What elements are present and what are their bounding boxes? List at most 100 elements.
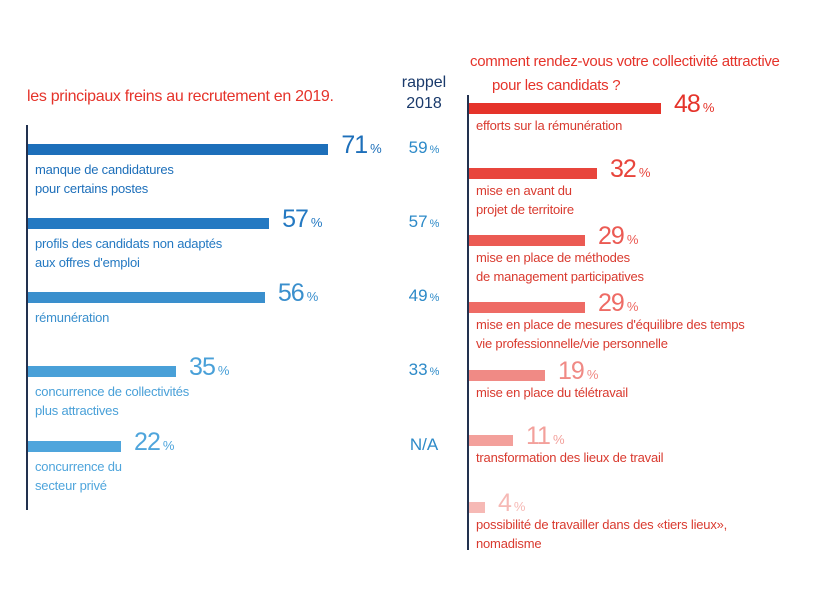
- right-bar-label-4-line-2: vie professionnelle/vie personnelle: [476, 336, 668, 351]
- right-bar-value-2-percent-sign: %: [638, 165, 651, 180]
- right-bar-3: [469, 235, 585, 246]
- right-bar-label-5-line-1: mise en place du télétravail: [476, 385, 628, 400]
- right-bar-7: [469, 502, 485, 513]
- right-bar-value-7-number: 4: [498, 489, 512, 517]
- left-bar-4: [28, 366, 177, 377]
- left-bar-value-2: 57%: [282, 207, 322, 235]
- left-bar-value-2-percent-sign: %: [310, 215, 323, 230]
- recall-2018-value-1-number: 59: [408, 138, 428, 157]
- left-bar-value-3-percent-sign: %: [306, 289, 319, 304]
- left-axis-line: [26, 125, 28, 510]
- right-bar-value-6-percent-sign: %: [552, 432, 565, 447]
- recall-2018-value-2-percent-sign: %: [429, 218, 440, 230]
- right-bar-5: [469, 370, 545, 381]
- left-bar-value-3: 56%: [278, 281, 318, 309]
- right-bar-label-2-line-2: projet de territoire: [476, 202, 574, 217]
- right-bar-label-7-line-2: nomadisme: [476, 536, 542, 551]
- right-bar-value-4-percent-sign: %: [626, 299, 639, 314]
- right-bar-label-1-line-1: efforts sur la rémunération: [476, 118, 623, 133]
- right-bar-label-3: mise en place de méthodes de management p…: [476, 248, 644, 286]
- right-bar-value-7: 4%: [498, 491, 525, 519]
- left-bar-value-4-number: 35: [189, 353, 216, 381]
- recall-2018-value-5: N/A: [395, 435, 453, 455]
- right-bar-1: [469, 103, 661, 114]
- recall-2018-value-3-percent-sign: %: [429, 292, 440, 304]
- right-bar-label-7: possibilité de travailler dans des «tier…: [476, 515, 727, 553]
- right-bar-value-6: 11%: [526, 424, 565, 452]
- right-bar-label-1: efforts sur la rémunération: [476, 116, 622, 135]
- right-bar-value-6-number: 11: [526, 422, 551, 450]
- right-bar-value-4-number: 29: [598, 289, 625, 317]
- right-bar-value-4: 29%: [598, 291, 638, 319]
- right-bar-label-6: transformation des lieux de travail: [476, 448, 664, 467]
- recall-label-line-1: rappel: [401, 74, 447, 91]
- left-chart-title: les principaux freins au recrutement en …: [27, 88, 334, 105]
- right-bar-label-2: mise en avant du projet de territoire: [476, 181, 574, 219]
- right-bar-value-3: 29%: [598, 224, 638, 252]
- right-bar-label-4: mise en place de mesures d'équilibre des…: [476, 315, 745, 353]
- left-bar-value-1: 71%: [341, 133, 381, 161]
- right-bar-label-3-line-1: mise en place de méthodes: [476, 250, 630, 265]
- right-bar-value-3-number: 29: [598, 222, 625, 250]
- recall-2018-value-4: 33%: [395, 360, 453, 380]
- right-bar-label-6-line-1: transformation des lieux de travail: [476, 450, 664, 465]
- recall-label-line-2: 2018: [406, 95, 442, 112]
- right-bar-2: [469, 168, 597, 179]
- right-bar-value-1-percent-sign: %: [702, 100, 715, 115]
- left-bar-value-4: 35%: [189, 355, 229, 383]
- right-bar-label-4-line-1: mise en place de mesures d'équilibre des…: [476, 317, 745, 332]
- right-bar-6: [469, 435, 513, 446]
- right-bar-value-3-percent-sign: %: [626, 232, 639, 247]
- recall-2018-value-4-number: 33: [408, 360, 428, 379]
- left-bar-value-1-number: 71: [341, 131, 368, 159]
- left-bar-value-1-percent-sign: %: [370, 141, 382, 156]
- left-bar-label-3-line-1: rémunération: [35, 310, 110, 325]
- right-axis-line: [467, 95, 469, 550]
- right-bar-value-2: 32%: [610, 157, 650, 185]
- right-bar-value-1-number: 48: [674, 90, 701, 118]
- left-bar-value-5: 22%: [134, 430, 174, 458]
- right-title-line-2: pour les candidats ?: [492, 77, 621, 94]
- right-bar-label-2-line-1: mise en avant du: [476, 183, 572, 198]
- right-bar-value-5: 19%: [558, 359, 598, 387]
- left-bar-value-5-number: 22: [134, 428, 161, 456]
- left-bar-1: [28, 144, 329, 155]
- left-bar-3: [28, 292, 265, 303]
- left-bar-label-1-line-2: pour certains postes: [35, 181, 149, 196]
- recall-2018-value-5-number: N/A: [409, 435, 439, 454]
- left-bar-label-4: concurrence de collectivités plus attract…: [35, 382, 189, 420]
- recall-2018-value-3-number: 49: [408, 286, 428, 305]
- left-bar-value-3-number: 56: [277, 279, 305, 307]
- right-bar-value-5-percent-sign: %: [586, 367, 599, 382]
- recall-2018-value-2-number: 57: [408, 212, 428, 231]
- right-chart-title: comment rendez-vous votre collectivité a…: [470, 50, 800, 98]
- recall-2018-header: rappel 2018: [395, 72, 453, 114]
- left-bar-value-2-number: 57: [282, 205, 309, 233]
- left-bar-label-4-line-2: plus attractives: [35, 403, 119, 418]
- recall-2018-value-1-percent-sign: %: [429, 144, 440, 156]
- left-bar-label-1-line-1: manque de candidatures: [35, 162, 174, 177]
- recall-2018-value-4-percent-sign: %: [429, 366, 440, 378]
- left-bar-2: [28, 218, 270, 229]
- recall-2018-value-2: 57%: [395, 212, 453, 232]
- left-bar-value-4-percent-sign: %: [217, 363, 230, 378]
- recall-2018-value-1: 59%: [395, 138, 453, 158]
- left-bar-label-3: rémunération: [35, 308, 109, 327]
- right-bar-4: [469, 302, 585, 313]
- left-bar-5: [28, 441, 122, 452]
- left-bar-label-2: profils des candidats non adaptés aux off…: [35, 234, 222, 272]
- left-bar-label-2-line-1: profils des candidats non adaptés: [35, 236, 223, 251]
- left-bar-label-2-line-2: aux offres d'emploi: [35, 255, 140, 270]
- left-bar-label-1: manque de candidatures pour certains post…: [35, 160, 174, 198]
- right-bar-label-5: mise en place du télétravail: [476, 383, 628, 402]
- right-bar-value-7-percent-sign: %: [513, 499, 526, 514]
- recall-2018-value-3: 49%: [395, 286, 453, 306]
- left-bar-label-5: concurrence du secteur privé: [35, 457, 122, 495]
- right-bar-label-7-line-1: possibilité de travailler dans des «tier…: [476, 517, 728, 532]
- right-title-line-1: comment rendez-vous votre collectivité a…: [470, 53, 780, 70]
- left-bar-value-5-percent-sign: %: [162, 438, 175, 453]
- right-bar-value-5-number: 19: [558, 357, 585, 385]
- left-bar-label-5-line-2: secteur privé: [35, 478, 107, 493]
- left-bar-label-4-line-1: concurrence de collectivités: [35, 384, 190, 399]
- right-bar-label-3-line-2: de management participatives: [476, 269, 644, 284]
